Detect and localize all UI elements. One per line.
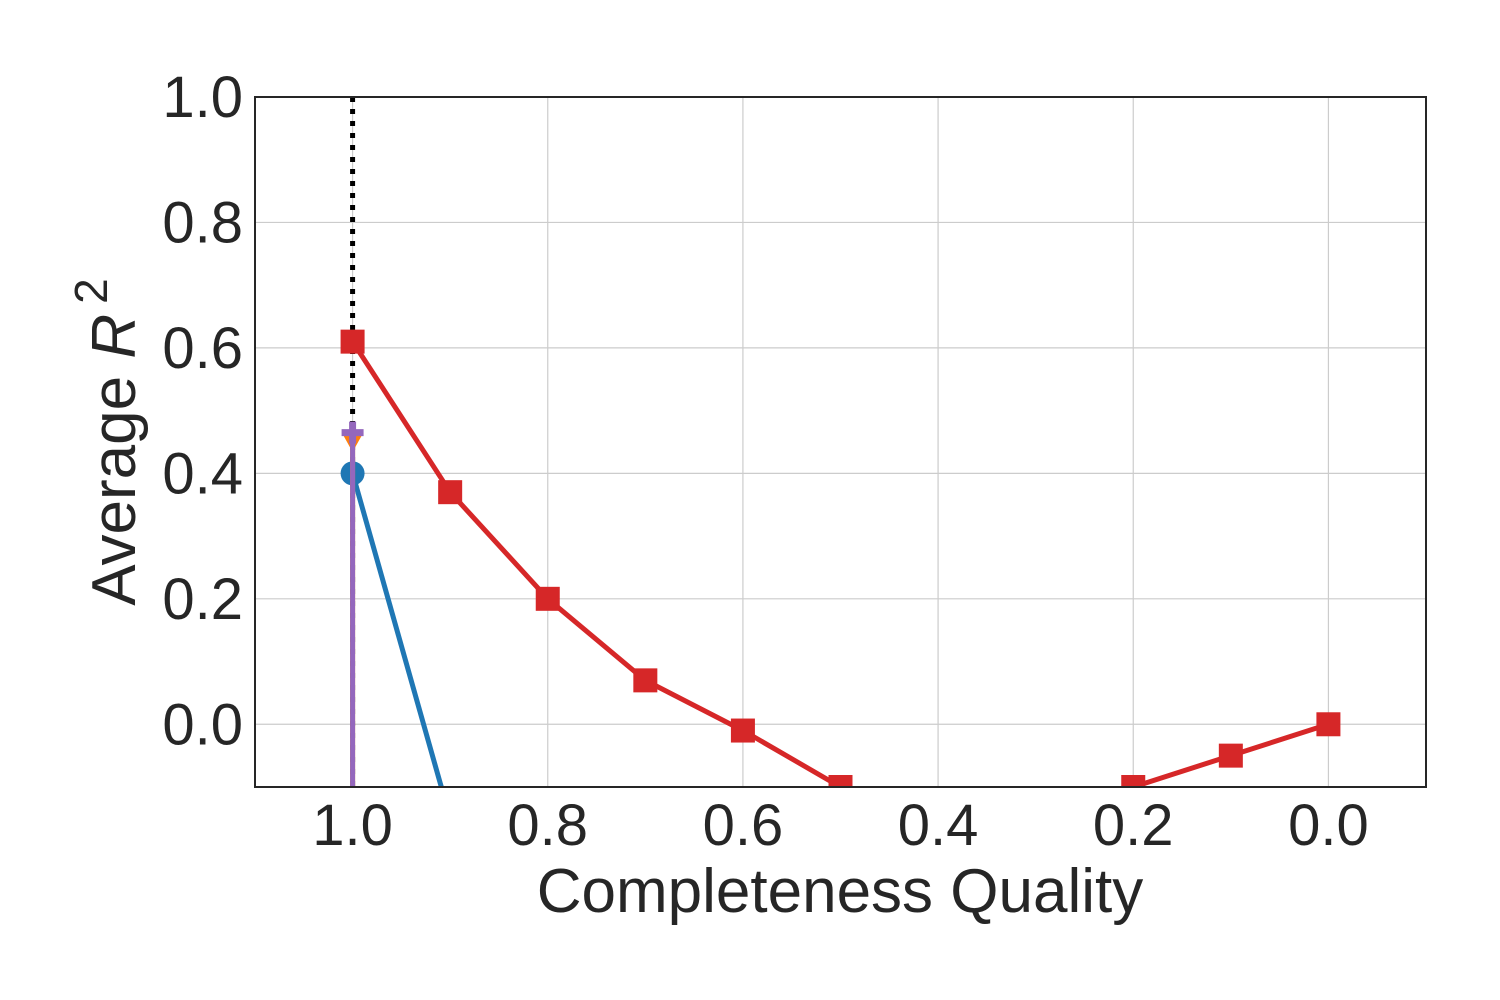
- data-point: [828, 775, 853, 787]
- data-point: [1316, 712, 1341, 737]
- x-tick-label: 0.6: [703, 793, 784, 858]
- y-axis-title-main: Average: [80, 359, 149, 606]
- x-tick-labels: 1.0 0.8 0.6 0.4 0.2 0.0: [312, 793, 1368, 858]
- y-tick-label: 0.2: [162, 567, 243, 632]
- data-point: [633, 668, 658, 693]
- grid: [255, 96, 1426, 787]
- y-tick-label: 1.0: [162, 65, 243, 130]
- series-line: [350, 472, 444, 787]
- series-3: [341, 421, 364, 787]
- x-tick-label: 0.4: [898, 793, 979, 858]
- y-tick-label: 0.4: [162, 441, 243, 506]
- data-point: [438, 480, 463, 505]
- x-tick-label: 0.2: [1093, 793, 1174, 858]
- x-tick-label: 1.0: [312, 793, 393, 858]
- y-tick-label: 0.6: [162, 316, 243, 381]
- plot-frame: [254, 96, 1427, 788]
- data-point: [438, 806, 462, 830]
- data-point: [340, 329, 365, 354]
- data-point: [1218, 743, 1243, 768]
- y-tick-label: 0.8: [162, 190, 243, 255]
- series-1: [340, 461, 462, 830]
- y-axis-title-var: R: [80, 314, 149, 359]
- data-point: [730, 718, 755, 743]
- x-tick-label: 0.8: [507, 793, 588, 858]
- x-axis-title: Completeness Quality: [537, 857, 1144, 926]
- series-line: [350, 340, 1330, 787]
- x-tick-label: 0.0: [1288, 793, 1369, 858]
- data-point: [535, 586, 560, 611]
- data-point: [1121, 775, 1146, 787]
- series-0: [340, 329, 1341, 787]
- y-tick-label: 0.0: [162, 692, 243, 757]
- data-point: [341, 421, 364, 444]
- series-layer: [340, 329, 1341, 830]
- y-axis-title: Average R 2: [65, 278, 149, 605]
- y-axis-title-sup: 2: [65, 278, 117, 304]
- y-tick-labels: 0.0 0.2 0.4 0.6 0.8 1.0: [162, 65, 243, 757]
